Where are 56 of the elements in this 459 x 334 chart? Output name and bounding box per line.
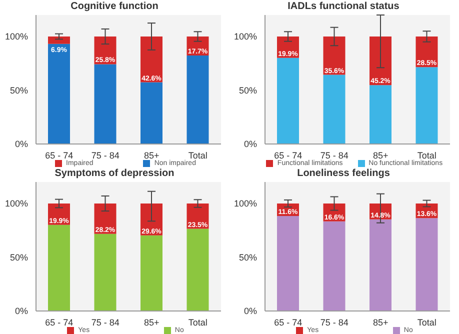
y-tick-label: 50%: [238, 252, 257, 262]
chart-title: IADLs functional status: [286, 0, 400, 13]
bar: [140, 82, 162, 144]
x-tick-label: 65 - 74: [274, 317, 302, 328]
bar: [186, 228, 209, 311]
bar: [94, 204, 116, 234]
bar: [416, 67, 438, 144]
x-tick-label: 75 - 84: [320, 317, 348, 328]
y-tick-label: 100%: [234, 198, 257, 209]
x-tick-label: 75 - 84: [91, 150, 120, 160]
x-tick-label: 75 - 84: [91, 317, 120, 328]
y-tick-label: 50%: [10, 85, 28, 96]
x-tick-label: Total: [188, 317, 208, 328]
bar: [140, 36, 162, 82]
bar: [140, 204, 162, 236]
bar: [48, 44, 70, 144]
x-tick-label: 65 - 74: [45, 317, 74, 328]
y-tick-label: 100%: [4, 32, 28, 42]
x-tick-label: 85+: [372, 317, 388, 328]
y-tick-label: 0%: [14, 306, 28, 316]
bar: [416, 36, 438, 68]
bar: [140, 235, 162, 311]
bar: [277, 58, 299, 144]
bar: [370, 219, 392, 311]
x-tick-label: Total: [188, 150, 208, 160]
bar: [186, 204, 209, 229]
bar: [323, 221, 346, 311]
bar: [323, 74, 346, 144]
bar: [94, 64, 116, 144]
bar: [277, 216, 299, 311]
bar: [48, 36, 70, 44]
x-tick-label: 65 - 74: [274, 150, 302, 160]
bar: [186, 56, 209, 144]
chart-title: Loneliness feelings: [296, 167, 391, 180]
y-tick-label: 0%: [244, 139, 257, 150]
y-tick-label: 50%: [238, 85, 257, 96]
y-tick-label: 100%: [4, 198, 28, 209]
x-tick-label: 85+: [372, 150, 388, 160]
x-tick-label: Total: [417, 150, 436, 160]
bar: [94, 234, 116, 311]
chart-title: Symptoms of depression: [54, 167, 176, 180]
x-tick-label: 85+: [144, 317, 160, 328]
x-tick-label: 65 - 74: [45, 150, 74, 160]
x-tick-label: 75 - 84: [320, 150, 348, 160]
bar: [416, 218, 438, 311]
x-tick-label: 85+: [144, 150, 160, 160]
bar: [48, 224, 70, 311]
y-tick-label: 50%: [10, 252, 28, 262]
chart-title: Cognitive function: [70, 0, 160, 13]
y-tick-label: 0%: [14, 139, 28, 150]
y-tick-label: 0%: [244, 306, 257, 316]
x-tick-label: Total: [417, 317, 436, 328]
bar: [370, 85, 392, 144]
bar: [323, 36, 346, 75]
bar: [370, 36, 392, 86]
y-tick-label: 100%: [234, 32, 257, 42]
